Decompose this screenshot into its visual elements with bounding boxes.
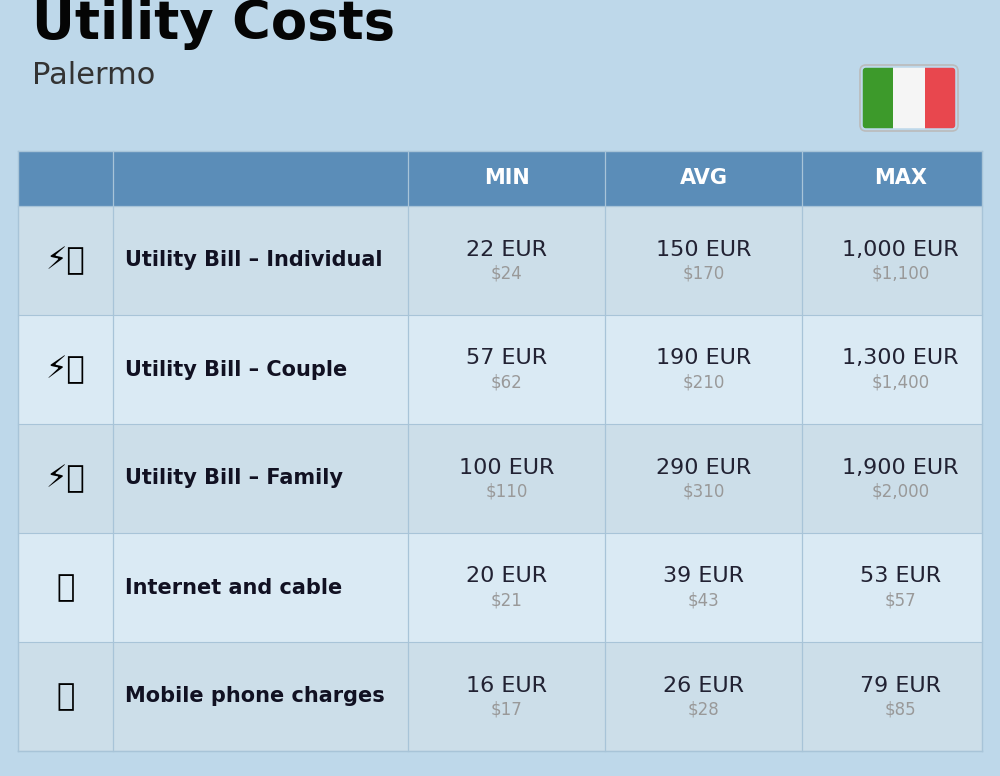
Text: AVG: AVG (680, 168, 728, 189)
Bar (18, 206, 982, 315)
Text: Utility Costs: Utility Costs (32, 0, 395, 50)
Text: Utility Bill – Family: Utility Bill – Family (125, 469, 343, 489)
Text: $85: $85 (885, 701, 916, 719)
Text: 79 EUR: 79 EUR (860, 675, 941, 695)
Text: 26 EUR: 26 EUR (663, 675, 744, 695)
Text: $62: $62 (491, 373, 522, 392)
Text: 16 EUR: 16 EUR (466, 675, 547, 695)
Text: $1,100: $1,100 (871, 265, 930, 282)
Bar (925, 65, 958, 131)
Bar (860, 65, 893, 131)
Text: MIN: MIN (484, 168, 529, 189)
Text: 100 EUR: 100 EUR (459, 458, 554, 477)
Text: 📡: 📡 (56, 573, 75, 602)
Text: $110: $110 (485, 483, 528, 501)
Text: $310: $310 (682, 483, 725, 501)
Text: Utility Bill – Couple: Utility Bill – Couple (125, 359, 347, 379)
Text: $2,000: $2,000 (871, 483, 930, 501)
Text: ⚡🔧: ⚡🔧 (46, 246, 85, 275)
Text: $21: $21 (491, 591, 522, 609)
Bar (18, 151, 982, 206)
Bar (18, 315, 982, 424)
Bar (893, 65, 925, 131)
Text: 190 EUR: 190 EUR (656, 348, 751, 369)
Text: 150 EUR: 150 EUR (656, 240, 751, 259)
Text: $170: $170 (682, 265, 725, 282)
Text: $1,400: $1,400 (871, 373, 930, 392)
Text: 📱: 📱 (56, 682, 75, 711)
Text: $24: $24 (491, 265, 522, 282)
Text: $210: $210 (682, 373, 725, 392)
Text: Utility Bill – Individual: Utility Bill – Individual (125, 251, 382, 271)
Text: $17: $17 (491, 701, 522, 719)
Text: Palermo: Palermo (32, 61, 155, 90)
Text: 39 EUR: 39 EUR (663, 566, 744, 587)
Text: MAX: MAX (874, 168, 927, 189)
Bar (18, 642, 982, 751)
Text: 1,900 EUR: 1,900 EUR (842, 458, 959, 477)
Text: 22 EUR: 22 EUR (466, 240, 547, 259)
Text: 53 EUR: 53 EUR (860, 566, 941, 587)
Text: 57 EUR: 57 EUR (466, 348, 547, 369)
Text: $57: $57 (885, 591, 916, 609)
Text: 1,300 EUR: 1,300 EUR (842, 348, 959, 369)
Text: ⚡🔧: ⚡🔧 (46, 355, 85, 384)
Text: 20 EUR: 20 EUR (466, 566, 547, 587)
Bar (18, 533, 982, 642)
Text: 1,000 EUR: 1,000 EUR (842, 240, 959, 259)
Text: $28: $28 (688, 701, 719, 719)
Text: 290 EUR: 290 EUR (656, 458, 751, 477)
Bar (18, 424, 982, 533)
Text: ⚡🔧: ⚡🔧 (46, 464, 85, 493)
Text: Mobile phone charges: Mobile phone charges (125, 687, 385, 706)
Text: Internet and cable: Internet and cable (125, 577, 342, 598)
Text: $43: $43 (688, 591, 719, 609)
